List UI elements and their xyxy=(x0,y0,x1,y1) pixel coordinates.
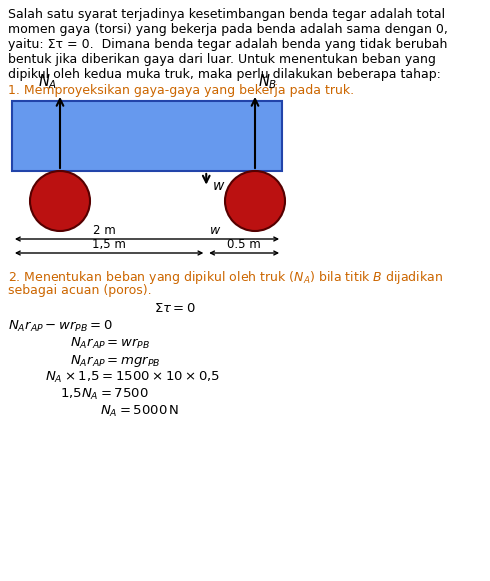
Text: $w$: $w$ xyxy=(212,179,225,193)
Text: 2. Menentukan beban yang dipikul oleh truk ($N_A$) bila titik $B$ dijadikan: 2. Menentukan beban yang dipikul oleh tr… xyxy=(8,269,443,286)
Text: $N_A\times 1{,}5=1500\times 10\times 0{,}5$: $N_A\times 1{,}5=1500\times 10\times 0{,… xyxy=(45,370,220,385)
Text: yaitu: Στ = 0.  Dimana benda tegar adalah benda yang tidak berubah: yaitu: Στ = 0. Dimana benda tegar adalah… xyxy=(8,38,447,51)
Bar xyxy=(12,101,282,171)
Text: Salah satu syarat terjadinya kesetimbangan benda tegar adalah total: Salah satu syarat terjadinya kesetimbang… xyxy=(8,8,445,21)
Text: $N_B$: $N_B$ xyxy=(258,72,277,91)
Circle shape xyxy=(30,171,90,231)
Text: $N_A r_{AP}=wr_{PB}$: $N_A r_{AP}=wr_{PB}$ xyxy=(70,336,150,351)
Text: 0.5 m: 0.5 m xyxy=(227,238,261,251)
Text: w: w xyxy=(210,224,221,237)
Text: dipikul oleh kedua muka truk, maka perlu dilakukan beberapa tahap:: dipikul oleh kedua muka truk, maka perlu… xyxy=(8,68,441,81)
Text: $N_A=5000\,\mathrm{N}$: $N_A=5000\,\mathrm{N}$ xyxy=(100,404,179,419)
Text: 1,5 m: 1,5 m xyxy=(92,238,126,251)
Text: $N_A r_{AP}=mgr_{PB}$: $N_A r_{AP}=mgr_{PB}$ xyxy=(70,353,161,369)
Circle shape xyxy=(225,171,285,231)
Text: 1. Memproyeksikan gaya-gaya yang bekerja pada truk.: 1. Memproyeksikan gaya-gaya yang bekerja… xyxy=(8,84,354,97)
Text: sebagai acuan (poros).: sebagai acuan (poros). xyxy=(8,284,151,297)
Text: $N_A r_{AP}-wr_{PB}=0$: $N_A r_{AP}-wr_{PB}=0$ xyxy=(8,319,113,334)
Text: momen gaya (torsi) yang bekerja pada benda adalah sama dengan 0,: momen gaya (torsi) yang bekerja pada ben… xyxy=(8,23,448,36)
Text: $\Sigma\tau = 0$: $\Sigma\tau = 0$ xyxy=(154,302,196,315)
Text: 2 m: 2 m xyxy=(93,224,116,237)
Text: $N_A$: $N_A$ xyxy=(38,72,57,91)
Text: bentuk jika diberikan gaya dari luar. Untuk menentukan beban yang: bentuk jika diberikan gaya dari luar. Un… xyxy=(8,53,436,66)
Text: $1{,}5N_A=7500$: $1{,}5N_A=7500$ xyxy=(60,387,149,402)
